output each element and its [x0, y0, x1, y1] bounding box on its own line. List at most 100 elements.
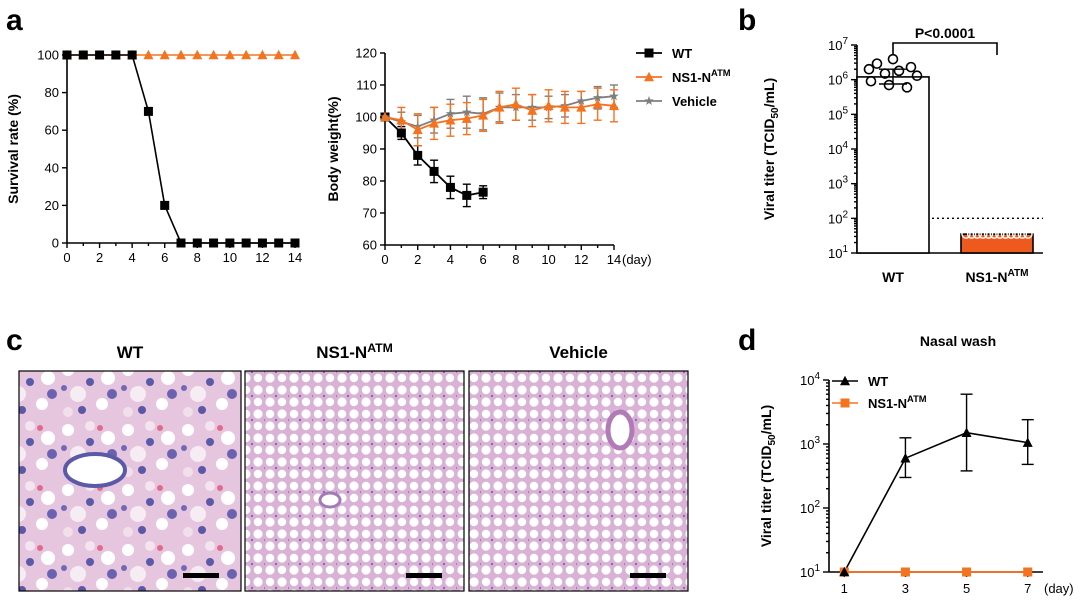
survival-y-tick-label: 40: [45, 160, 59, 175]
survival-point-wt: [78, 50, 88, 60]
survival-point-wt: [127, 50, 137, 60]
weight-y-tick-label: 80: [363, 174, 377, 189]
weight-y-tick-label: 120: [355, 46, 377, 61]
survival-point-wt: [225, 238, 235, 248]
weight-point-ns1: [461, 113, 472, 123]
weight-point-ns1: [445, 114, 456, 125]
titer-significance-label: P<0.0001: [915, 25, 976, 41]
survival-x-tick-label: 10: [223, 250, 237, 265]
survival-x-tick-label: 4: [129, 250, 136, 265]
nasal-x-tick-label: 7: [1024, 581, 1031, 596]
nasal-legend-marker-ns1: [840, 398, 850, 408]
titer-point-ns1: [961, 229, 971, 239]
nasal-y-label: Viral titer (TCID50/mL): [758, 405, 778, 547]
histology-scale-bar-wt: [183, 573, 219, 578]
weight-x-tick-label: 10: [541, 252, 555, 267]
weight-point-ns1: [494, 102, 505, 112]
survival-point-wt: [111, 50, 121, 60]
titer-point-ns1: [972, 229, 982, 239]
survival-point-wt: [176, 238, 186, 248]
nasal-x-tick-label: 5: [963, 581, 970, 596]
titer-point-wt: [879, 68, 891, 79]
titer-category-label: NS1-NATM: [965, 268, 1028, 285]
weight-point-ns1: [527, 105, 538, 115]
panel-letter-b: b: [738, 4, 756, 37]
survival-y-label: Survival rate (%): [5, 94, 21, 204]
weight-x-tick-label: 14: [607, 252, 621, 267]
survival-point-wt: [290, 238, 300, 248]
survival-point-wt: [274, 238, 284, 248]
survival-point-ns1: [176, 49, 186, 60]
nasal-legend-label-wt: WT: [868, 374, 888, 389]
survival-chart: 0 20 40 60 80 100 0 2 4 6 8 10 12 14 Survival rate (%): [5, 48, 302, 266]
nasal-y-tick-label: 101: [800, 563, 820, 580]
nasal-y-tick-label: 103: [800, 435, 820, 452]
titer-bar-ns1: [960, 233, 1034, 254]
titer-y-label: Viral titer (TCID50/mL): [761, 78, 781, 220]
survival-x-tick-label: 14: [288, 250, 302, 265]
titer-point-wt: [863, 63, 875, 75]
survival-y-tick-label: 80: [45, 85, 59, 100]
titer-significance-bracket: [892, 42, 998, 55]
weight-y-tick-label: 60: [363, 238, 377, 253]
survival-point-ns1: [241, 49, 252, 60]
titer-point-ns1: [1017, 229, 1028, 239]
titer-point-wt: [893, 65, 905, 77]
survival-point-wt: [209, 238, 219, 248]
survival-point-ns1: [290, 49, 300, 60]
nasal-x-tick-label: 1: [841, 581, 848, 596]
survival-point-ns1: [257, 49, 268, 60]
titer-y-tick-label: 105: [828, 105, 848, 122]
weight-point-ns1: [592, 98, 603, 109]
survival-line-wt: [67, 54, 295, 244]
weight-y-tick-label: 100: [355, 110, 377, 125]
titer-point-wt: [905, 61, 917, 73]
survival-point-wt: [95, 50, 105, 60]
survival-point-wt: [257, 238, 267, 248]
titer-point-ns1: [989, 229, 999, 239]
weight-point-vehicle: [462, 107, 472, 117]
histology-label-wt: WT: [117, 343, 144, 362]
histology-scale-bar-vehicle: [630, 573, 666, 578]
weight-point-ns1: [510, 98, 521, 109]
nasal-point-wt: [839, 566, 850, 577]
weight-point-wt: [478, 187, 488, 197]
titer-y-tick-label: 104: [828, 140, 848, 157]
nasal-point-wt: [961, 427, 972, 438]
weight-point-ns1: [380, 111, 390, 122]
weight-point-wt: [429, 166, 439, 176]
weight-x-tick-label: 8: [512, 252, 519, 267]
survival-point-ns1: [224, 49, 235, 60]
histology-airway: [605, 409, 635, 451]
survival-y-tick-label: 0: [52, 236, 59, 251]
weight-x-tick-label: 12: [574, 252, 588, 267]
titer-point-wt: [887, 53, 899, 65]
weight-point-ns1: [559, 102, 570, 112]
histology-label-ns1: NS1-NATM: [316, 341, 393, 362]
histology-label-vehicle: Vehicle: [549, 343, 608, 362]
titer-point-wt: [871, 58, 883, 69]
histology-airway: [63, 452, 127, 488]
weight-legend-label-wt: WT: [672, 46, 692, 61]
nasal-point-ns1: [1023, 567, 1033, 577]
weight-point-wt: [413, 150, 423, 160]
weight-legend-label-ns1: NS1-NATM: [672, 68, 731, 85]
survival-point-ns1: [192, 49, 203, 60]
survival-point-wt: [160, 200, 170, 210]
titer-point-ns1: [983, 229, 994, 239]
nasal-point-wt: [1022, 437, 1033, 447]
survival-x-tick-label: 12: [255, 250, 269, 265]
weight-point-vehicle: [609, 91, 619, 101]
panel-letter-d: d: [738, 324, 756, 357]
weight-y-tick-label: 70: [363, 206, 377, 221]
survival-y-tick-label: 60: [45, 123, 59, 138]
nasal-x-unit: (day): [1044, 581, 1074, 596]
weight-point-vehicle: [445, 108, 456, 118]
titer-point-wt: [911, 70, 923, 82]
weight-legend-marker-vehicle: [644, 96, 654, 106]
survival-point-wt: [241, 238, 251, 248]
weight-point-wt: [462, 190, 472, 200]
nasal-title: Nasal wash: [920, 333, 996, 349]
survival-point-wt: [143, 106, 153, 116]
weight-legend-marker-wt: [644, 48, 654, 58]
